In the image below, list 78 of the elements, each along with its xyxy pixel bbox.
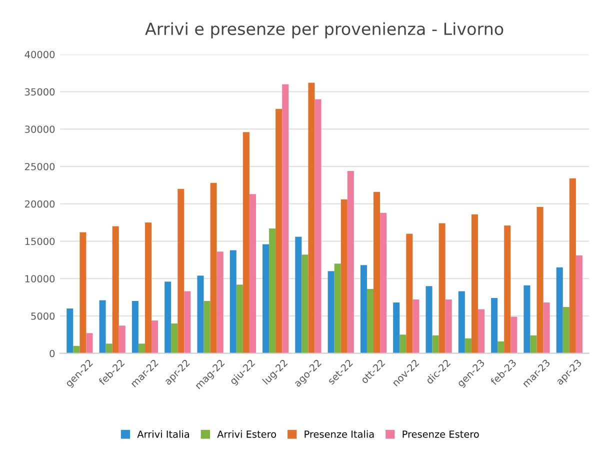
bar [262,244,270,354]
bar [445,300,452,354]
bar [543,302,550,354]
bar [406,234,413,354]
y-tick-label: 30000 [25,126,55,133]
y-tick-label: 35000 [25,88,55,96]
y-tick-label: 20000 [25,200,55,208]
bar [334,264,341,354]
bar [80,232,86,354]
bar [438,223,446,354]
bar [138,344,145,354]
y-tick-label: 25000 [25,162,55,170]
bar [569,178,576,354]
bar [230,250,236,354]
legend-label: Presenze Italia [304,430,374,438]
bar [242,132,250,354]
bar [216,252,224,354]
bar [458,291,465,354]
bar [491,298,498,354]
bar [340,199,348,354]
bar [132,301,138,354]
bar [498,341,504,354]
bar [576,255,582,354]
bar [510,316,518,354]
y-tick-label: 5000 [31,312,55,320]
bar [426,286,432,354]
bar [164,282,172,354]
bar [562,307,570,354]
bar [144,222,152,354]
bar [210,182,217,354]
bar [366,289,374,354]
bar [86,333,93,354]
bar [374,192,380,354]
bar [171,323,178,354]
bar [478,309,485,354]
bar [314,99,322,354]
legend-label: Presenze Estero [402,430,479,438]
bar [556,267,563,354]
bar [73,346,80,354]
bar [530,335,537,354]
y-tick-label: 10000 [25,275,55,282]
bar [432,335,439,354]
bar [328,271,334,354]
y-tick-label: 15000 [25,238,55,246]
bar [464,338,472,354]
bar [204,301,210,354]
bar [197,276,204,354]
bar [178,188,184,354]
bar [106,344,112,354]
y-tick-label: 0 [50,350,55,358]
legend-label: Arrivi Italia [137,430,189,438]
bar [295,236,302,354]
bar [118,326,126,354]
bar [536,206,544,354]
bar [524,285,530,354]
bar [380,212,387,354]
bar [471,214,478,354]
y-tick-label: 40000 [24,50,55,58]
bar [400,334,406,354]
bar [360,265,367,354]
bar [504,226,511,354]
bar [249,194,256,354]
bar [412,300,420,354]
bar [236,284,243,354]
bar [269,228,276,354]
bar [152,320,158,354]
bar [302,254,308,354]
bar [393,302,400,354]
legend-label: Arrivi Estero [217,430,276,438]
bar [347,170,354,354]
bar [282,84,289,354]
chart-title: Arrivi e presenze per provenienza - Livorno [145,22,504,38]
bar [308,82,315,354]
bar [276,108,282,354]
bar [66,308,74,354]
bar [112,226,119,354]
bar [99,300,106,354]
bar [184,291,191,354]
